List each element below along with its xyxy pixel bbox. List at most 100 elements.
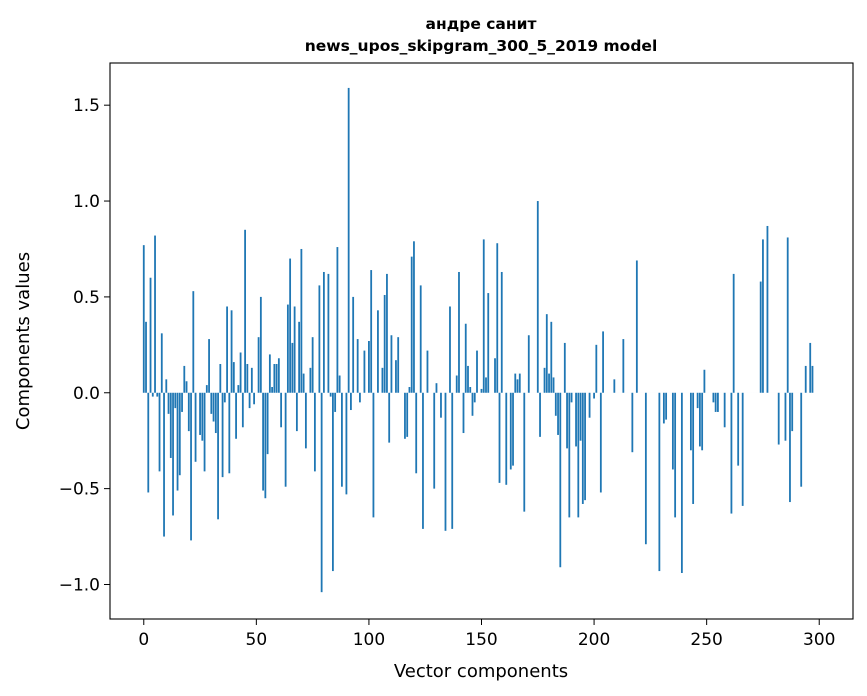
bar bbox=[701, 392, 704, 451]
bar bbox=[473, 392, 476, 403]
bar bbox=[350, 392, 352, 411]
bar bbox=[334, 392, 337, 412]
bar bbox=[266, 392, 269, 455]
bar bbox=[539, 392, 541, 437]
bar bbox=[244, 229, 246, 393]
bar bbox=[271, 387, 274, 393]
bar bbox=[388, 392, 391, 443]
bar bbox=[723, 392, 726, 428]
bar bbox=[563, 342, 566, 393]
bar bbox=[142, 245, 145, 393]
bar bbox=[696, 392, 699, 409]
bar bbox=[658, 392, 661, 572]
bar bbox=[599, 392, 602, 493]
bar bbox=[518, 373, 521, 393]
y-tick-label: 0.5 bbox=[73, 288, 100, 308]
bar bbox=[203, 392, 206, 472]
y-tick-label: 0.0 bbox=[73, 384, 100, 404]
x-tick-label: 150 bbox=[465, 630, 497, 650]
bar bbox=[345, 392, 348, 495]
bar bbox=[223, 392, 226, 403]
bar bbox=[383, 294, 386, 393]
bar bbox=[777, 392, 780, 445]
bar bbox=[368, 341, 370, 393]
bar bbox=[259, 296, 262, 393]
bar bbox=[516, 379, 519, 393]
bar bbox=[458, 271, 460, 393]
bar bbox=[338, 375, 341, 393]
bar bbox=[487, 293, 490, 393]
bar bbox=[419, 285, 422, 393]
bar bbox=[183, 365, 186, 393]
x-tick-label: 100 bbox=[353, 630, 385, 650]
bar bbox=[214, 392, 217, 434]
bar bbox=[469, 387, 472, 393]
bar bbox=[514, 373, 517, 393]
bar bbox=[176, 392, 179, 491]
bar bbox=[210, 392, 213, 414]
bar bbox=[232, 362, 235, 393]
bar bbox=[248, 392, 251, 409]
bar bbox=[552, 377, 555, 393]
x-axis: 0 50 100 150 200 250 300 bbox=[138, 619, 835, 650]
bar bbox=[613, 379, 616, 393]
bar bbox=[505, 392, 508, 485]
bar bbox=[275, 364, 278, 393]
bar bbox=[217, 392, 219, 520]
bar bbox=[759, 281, 762, 393]
y-tick-label: −0.5 bbox=[59, 480, 100, 500]
bar bbox=[363, 350, 366, 393]
bar bbox=[230, 310, 233, 393]
bar bbox=[426, 350, 429, 393]
x-tick-label: 50 bbox=[246, 630, 268, 650]
bar bbox=[181, 392, 183, 412]
bar bbox=[741, 392, 744, 506]
bar bbox=[257, 337, 260, 393]
bar bbox=[622, 339, 625, 393]
bar bbox=[264, 392, 267, 499]
bar bbox=[253, 392, 255, 405]
bar bbox=[174, 392, 177, 409]
chart-title: андре санит bbox=[426, 15, 537, 33]
bar bbox=[347, 87, 350, 393]
bar bbox=[464, 323, 467, 393]
bar bbox=[635, 260, 638, 393]
bar bbox=[809, 342, 812, 393]
bar bbox=[500, 271, 503, 393]
bar bbox=[494, 358, 496, 393]
bar bbox=[187, 392, 190, 432]
bar bbox=[295, 392, 298, 432]
bar bbox=[570, 392, 573, 403]
bar bbox=[280, 392, 283, 428]
bar bbox=[462, 392, 465, 434]
bar bbox=[786, 237, 789, 393]
bar bbox=[212, 392, 215, 422]
bar bbox=[791, 392, 794, 432]
bar bbox=[298, 321, 301, 393]
bar bbox=[440, 392, 442, 418]
bar bbox=[550, 321, 553, 393]
bar bbox=[318, 285, 321, 393]
bar bbox=[356, 339, 359, 393]
bar bbox=[714, 392, 717, 412]
bar bbox=[341, 392, 343, 487]
bar bbox=[386, 273, 388, 393]
bar bbox=[559, 392, 562, 568]
bar bbox=[471, 392, 474, 416]
bar bbox=[178, 392, 181, 476]
bar bbox=[410, 256, 413, 393]
bar bbox=[467, 365, 469, 393]
bar bbox=[300, 248, 303, 393]
bar bbox=[169, 392, 172, 458]
bar bbox=[250, 367, 253, 393]
bar bbox=[304, 392, 307, 449]
bar bbox=[370, 270, 373, 393]
bar bbox=[289, 258, 292, 393]
bar bbox=[545, 314, 548, 393]
bar bbox=[406, 392, 409, 437]
y-axis: −1.0 −0.5 0.0 0.5 1.0 1.5 bbox=[59, 96, 110, 595]
x-tick-label: 300 bbox=[803, 630, 835, 650]
bar bbox=[422, 392, 424, 529]
bar bbox=[293, 306, 296, 393]
